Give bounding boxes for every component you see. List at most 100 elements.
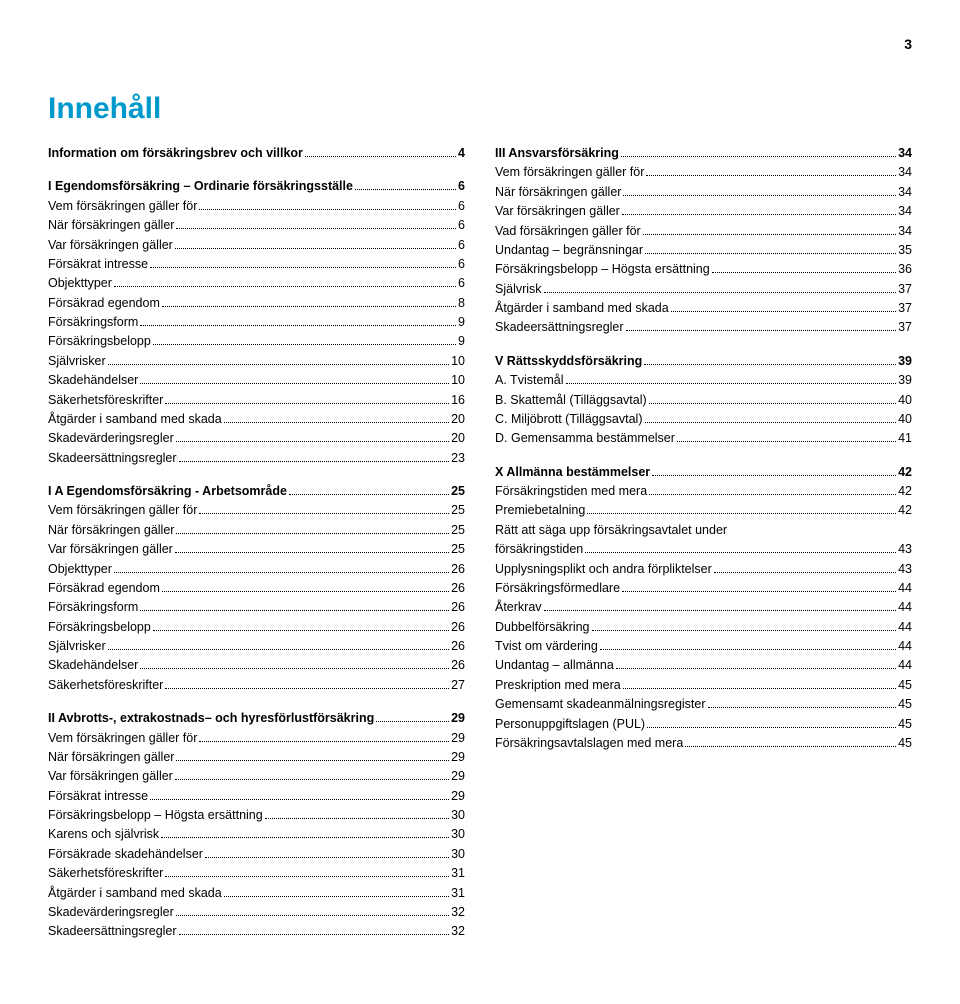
toc-entry-page: 6 [458,216,465,235]
toc-entry-label: Försäkringsbelopp [48,618,151,637]
toc-entry: Försäkringsform9 [48,313,465,332]
toc-section: Information om försäkringsbrev och villk… [48,144,465,163]
toc-leader-dots [685,746,896,747]
toc-leader-dots [376,721,449,722]
page-title: Innehåll [48,92,912,126]
toc-leader-dots [714,572,896,573]
toc-entry-label: Preskription med mera [495,676,621,695]
toc-entry-label: A. Tvistemål [495,371,564,390]
toc-leader-dots [616,668,896,669]
toc-entry-label: X Allmänna bestämmelser [495,463,650,482]
toc-entry-label: Undantag – allmänna [495,656,614,675]
toc-entry-page: 6 [458,255,465,274]
toc-entry: Försäkringsform26 [48,598,465,617]
toc-entry-page: 43 [898,560,912,579]
toc-entry: Var försäkringen gäller25 [48,540,465,559]
toc-entry-label: Försäkringsavtalslagen med mera [495,734,683,753]
toc-entry: Åtgärder i samband med skada37 [495,299,912,318]
toc-entry-page: 4 [458,144,465,163]
toc-entry: Preskription med mera45 [495,676,912,695]
toc-entry: Var försäkringen gäller34 [495,202,912,221]
toc-leader-dots [622,214,896,215]
toc-leader-dots [140,383,449,384]
toc-entry-page: 34 [898,183,912,202]
toc-leader-dots [623,688,896,689]
toc-leader-dots [355,189,456,190]
toc-entry-label: I Egendomsförsäkring – Ordinarie försäkr… [48,177,353,196]
toc-entry: B. Skattemål (Tilläggsavtal)40 [495,391,912,410]
toc-entry: Undantag – allmänna44 [495,656,912,675]
toc-entry-page: 39 [898,352,912,371]
toc-entry: Information om försäkringsbrev och villk… [48,144,465,163]
toc-entry-label: Var försäkringen gäller [48,767,173,786]
toc-leader-dots [114,286,456,287]
toc-entry-label: V Rättsskyddsförsäkring [495,352,642,371]
toc-entry-label: Säkerhetsföreskrifter [48,676,163,695]
toc-leader-dots [175,779,449,780]
toc-entry-page: 32 [451,903,465,922]
toc-column-left: Information om försäkringsbrev och villk… [48,144,465,956]
toc-entry-label: Försäkringsform [48,313,138,332]
toc-entry: III Ansvarsförsäkring34 [495,144,912,163]
toc-entry-page: 44 [898,579,912,598]
toc-entry-page: 37 [898,299,912,318]
toc-leader-dots [649,494,896,495]
toc-leader-dots [165,876,449,877]
toc-entry-page: 42 [898,482,912,501]
toc-entry-page: 29 [451,767,465,786]
toc-entry-label: Var försäkringen gäller [495,202,620,221]
toc-entry: Självrisk37 [495,280,912,299]
toc-entry-label: Säkerhetsföreskrifter [48,864,163,883]
toc-entry-label: Objekttyper [48,274,112,293]
toc-leader-dots [153,344,456,345]
toc-entry: Självrisker10 [48,352,465,371]
toc-entry-label: Skadehändelser [48,656,138,675]
toc-entry: Självrisker26 [48,637,465,656]
toc-section: II Avbrotts-, extrakostnads– och hyresfö… [48,709,465,942]
toc-entry-label: Vem försäkringen gäller för [48,729,197,748]
toc-leader-dots [161,837,449,838]
toc-entry: Dubbelförsäkring44 [495,618,912,637]
toc-leader-dots [645,422,897,423]
toc-entry-page: 44 [898,618,912,637]
toc-entry-page: 26 [451,560,465,579]
toc-entry: Försäkringsförmedlare44 [495,579,912,598]
toc-entry: Skadeersättningsregler37 [495,318,912,337]
toc-entry-label: Återkrav [495,598,542,617]
toc-entry-label: Personuppgiftslagen (PUL) [495,715,645,734]
toc-entry-label: försäkringstiden [495,540,583,559]
toc-entry-label: Försäkrad egendom [48,294,160,313]
toc-leader-dots [165,403,449,404]
toc-entry-page: 6 [458,274,465,293]
toc-leader-dots [153,630,449,631]
toc-entry: Skadevärderingsregler20 [48,429,465,448]
toc-entry: Personuppgiftslagen (PUL)45 [495,715,912,734]
toc-entry: När försäkringen gäller25 [48,521,465,540]
toc-entry-page: 26 [451,637,465,656]
toc-entry-label: Undantag – begränsningar [495,241,643,260]
toc-entry: Skadeersättningsregler23 [48,449,465,468]
toc-entry-label: Var försäkringen gäller [48,540,173,559]
toc-entry-label: När försäkringen gäller [48,521,174,540]
toc-entry: Försäkringsavtalslagen med mera45 [495,734,912,753]
toc-entry-label: Vem försäkringen gäller för [48,501,197,520]
toc-leader-dots [114,572,449,573]
toc-entry-page: 25 [451,482,465,501]
toc-entry: När försäkringen gäller 34 [495,183,912,202]
toc-entry-label: Vad försäkringen gäller för [495,222,641,241]
toc-entry: Skadevärderingsregler32 [48,903,465,922]
toc-entry: Var försäkringen gäller6 [48,236,465,255]
toc-entry-label: När försäkringen gäller [495,183,621,202]
toc-entry: Åtgärder i samband med skada20 [48,410,465,429]
toc-entry: Försäkringsbelopp9 [48,332,465,351]
toc-leader-dots [626,330,897,331]
toc-section: I Egendomsförsäkring – Ordinarie försäkr… [48,177,465,468]
toc-entry-page: 26 [451,579,465,598]
toc-section: X Allmänna bestämmelser42Försäkringstide… [495,463,912,754]
toc-entry: Säkerhetsföreskrifter27 [48,676,465,695]
toc-entry-label: I A Egendomsförsäkring - Arbetsområde [48,482,287,501]
toc-entry-label: Säkerhetsföreskrifter [48,391,163,410]
toc-entry-page: 10 [451,352,465,371]
toc-leader-dots [566,383,897,384]
toc-entry-page: 29 [451,729,465,748]
